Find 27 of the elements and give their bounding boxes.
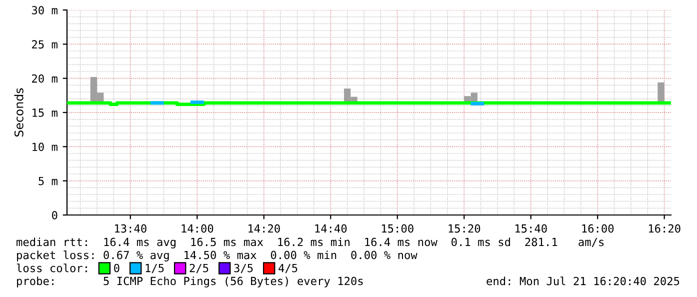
x-tick-label: 14:40 bbox=[315, 224, 347, 233]
legend-label: 3/5 bbox=[234, 264, 253, 274]
y-tick-label: 10 m bbox=[32, 142, 58, 152]
text: probe: 5 ICMP Echo Pings (56 Bytes) every 120s bbox=[17, 276, 363, 288]
text: packet loss: 0.67 % avg 14.50 % max 0.00 % min 0.00 % now bbox=[17, 250, 418, 262]
y-axis-title: Seconds bbox=[14, 88, 24, 137]
text: median rtt: 16.4 ms avg 16.5 ms max 16.2 ms min 16.4 ms now 0.1 ms sd 281.1 am/s bbox=[16, 238, 604, 248]
legend-label: 2/5 bbox=[190, 264, 208, 274]
x-tick-label: 16:00 bbox=[582, 224, 614, 233]
x-tick-label: 13:40 bbox=[115, 224, 146, 233]
legend-label: 0 bbox=[114, 264, 120, 272]
x-tick-label: 15:00 bbox=[382, 224, 414, 233]
x-tick-label: 15:40 bbox=[515, 224, 547, 233]
legend-title: loss color: bbox=[16, 264, 87, 272]
x-tick-label: 15:20 bbox=[448, 224, 480, 233]
x-tick-label: 14:00 bbox=[182, 224, 214, 233]
y-tick-label: 20 m bbox=[32, 74, 58, 83]
y-tick-label: 30 m bbox=[32, 6, 58, 14]
y-tick-label: 15 m bbox=[32, 108, 58, 117]
x-tick-label: 16:20 bbox=[648, 224, 680, 233]
x-tick-label: 14:20 bbox=[248, 224, 280, 233]
text: end: Mon Jul 21 16:20:40 2025 bbox=[486, 276, 680, 286]
y-tick-label: 5 m bbox=[38, 176, 58, 186]
y-tick-label: 25 m bbox=[32, 40, 58, 49]
legend-label: 4/5 bbox=[278, 264, 298, 274]
y-tick-label: 0 bbox=[52, 211, 58, 220]
legend-label: 1/5 bbox=[146, 264, 164, 274]
